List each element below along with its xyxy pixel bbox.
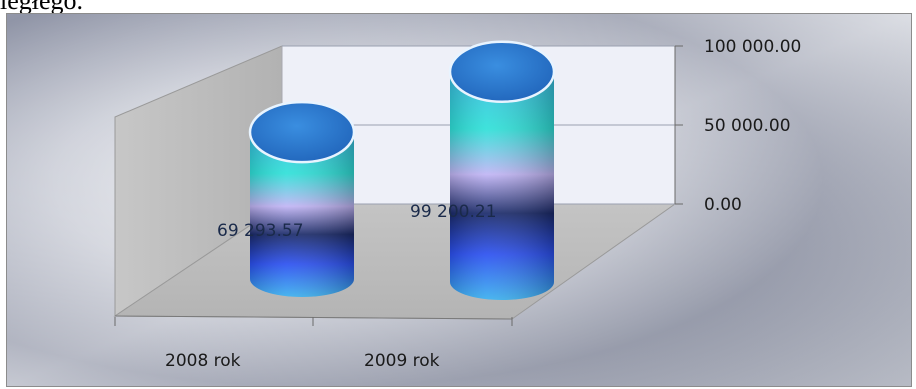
cylinder-bar: [448, 40, 556, 300]
y-tick-label: 100 000.00: [704, 37, 801, 57]
y-tick-label: 0.00: [704, 195, 742, 215]
x-category-label: 2008 rok: [165, 351, 241, 371]
x-axis: 2008 rok 2009 rok: [114, 315, 513, 371]
cylinder-bar: [248, 100, 356, 297]
cylinder-shade: [450, 71, 554, 300]
data-labels: 69 293.57 99 200.21: [217, 202, 497, 241]
y-tick-label: 50 000.00: [704, 116, 791, 136]
data-label: 99 200.21: [410, 202, 497, 222]
cylinder-top: [448, 40, 556, 103]
cylinder-chart: 100 000.00 50 000.00 0.00 69 293.57 99 200.…: [7, 14, 911, 386]
header-text-fragment: ległego.: [0, 0, 84, 15]
x-category-label: 2009 rok: [364, 351, 440, 371]
cylinders: [248, 40, 556, 300]
cylinder-shade: [250, 132, 354, 297]
y-axis-ticks: 100 000.00 50 000.00 0.00: [674, 37, 801, 215]
data-label: 69 293.57: [217, 221, 304, 241]
chart-frame: 100 000.00 50 000.00 0.00 69 293.57 99 200.…: [6, 13, 912, 387]
cylinder-top: [248, 100, 356, 164]
